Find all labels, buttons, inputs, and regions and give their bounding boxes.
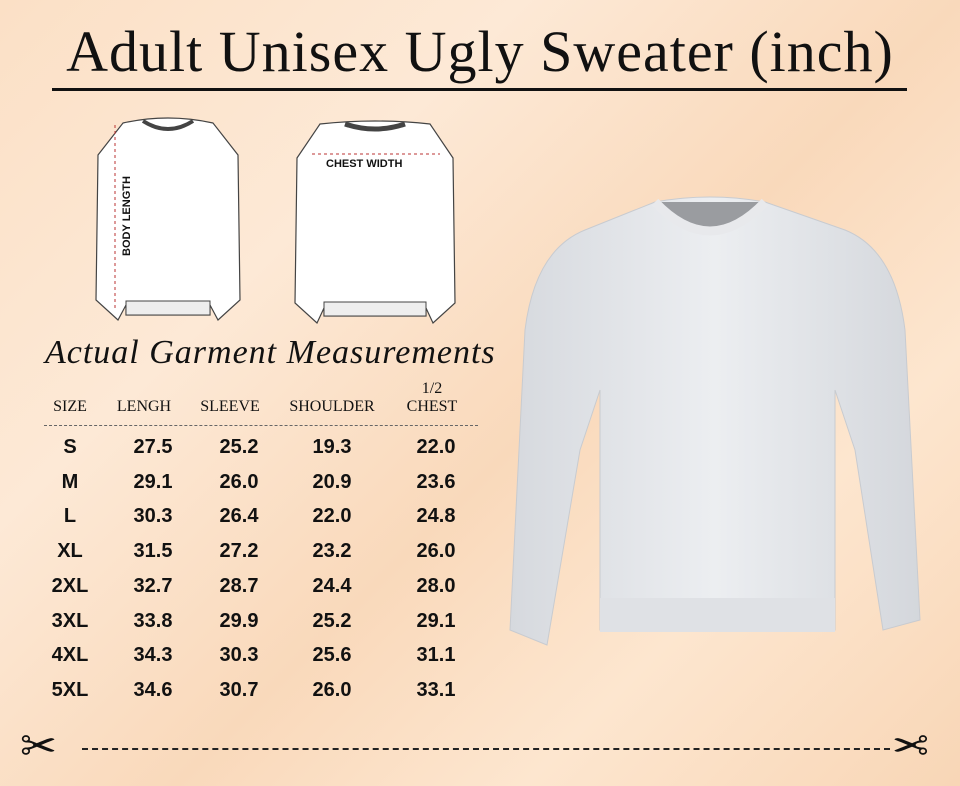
cell-size: 3XL: [51, 609, 89, 632]
cell-length: 29.1: [133, 470, 173, 493]
cell-size: XL: [57, 540, 83, 563]
cell-shoulder: 26.0: [312, 678, 352, 701]
cell-half-chest: 22.0: [416, 436, 456, 458]
scissors-icon: ✂: [892, 722, 929, 771]
cell-length: 30.3: [133, 505, 173, 528]
cell-sleeve: 29.9: [219, 609, 259, 632]
cell-shoulder: 24.4: [312, 574, 352, 597]
body-length-label: BODY LENGTH: [121, 176, 133, 256]
page-title: Adult Unisex Ugly Sweater (inch): [66, 19, 894, 84]
cell-shoulder: 20.9: [312, 470, 352, 493]
cell-length: 32.7: [133, 574, 173, 597]
cell-length: 34.3: [133, 644, 173, 667]
cell-size: S: [63, 436, 77, 458]
cell-size: 5XL: [51, 678, 89, 701]
cut-line: [82, 748, 890, 750]
col-size: SIZE: [53, 398, 87, 415]
front-sweater-diagram: [95, 117, 241, 321]
cell-length: 33.8: [133, 609, 173, 632]
cell-half-chest: 23.6: [416, 470, 456, 493]
cell-length: 27.5: [133, 436, 173, 458]
cell-size: L: [63, 505, 77, 528]
sweater-photo: [509, 196, 921, 646]
col-shoulder: SHOULDER: [289, 398, 375, 415]
cell-size: M: [61, 470, 79, 493]
cell-length: 31.5: [133, 540, 173, 563]
title-underline: [52, 88, 907, 91]
cell-sleeve: 30.7: [219, 678, 259, 701]
col-length: LENGH: [116, 398, 172, 415]
table-heading: Actual Garment Measurements: [45, 334, 496, 371]
col-half: 1/2: [421, 380, 443, 397]
cell-size: 4XL: [51, 644, 89, 667]
cell-half-chest: 26.0: [416, 540, 456, 563]
cell-sleeve: 25.2: [219, 436, 259, 458]
chest-width-label: CHEST WIDTH: [326, 158, 403, 170]
cell-sleeve: 26.0: [219, 470, 259, 493]
cell-shoulder: 25.2: [312, 609, 352, 632]
cell-size: 2XL: [51, 574, 89, 597]
cell-shoulder: 22.0: [312, 505, 352, 528]
cell-sleeve: 27.2: [219, 540, 259, 563]
cell-sleeve: 30.3: [219, 644, 259, 667]
cell-half-chest: 31.1: [416, 644, 456, 667]
cell-sleeve: 28.7: [219, 574, 259, 597]
cell-shoulder: 19.3: [312, 436, 352, 458]
cell-shoulder: 23.2: [312, 540, 352, 563]
cell-length: 34.6: [133, 678, 173, 701]
scissors-icon: ✂: [20, 722, 57, 771]
cell-shoulder: 25.6: [312, 644, 352, 667]
cell-half-chest: 29.1: [416, 609, 456, 632]
cell-half-chest: 24.8: [416, 505, 456, 528]
header-divider: [44, 425, 478, 426]
cell-half-chest: 28.0: [416, 574, 456, 597]
cell-sleeve: 26.4: [219, 505, 259, 528]
col-chest: CHEST: [406, 398, 458, 415]
cell-half-chest: 33.1: [416, 678, 456, 701]
col-sleeve: SLEEVE: [200, 398, 260, 415]
back-sweater-diagram: [294, 120, 456, 324]
